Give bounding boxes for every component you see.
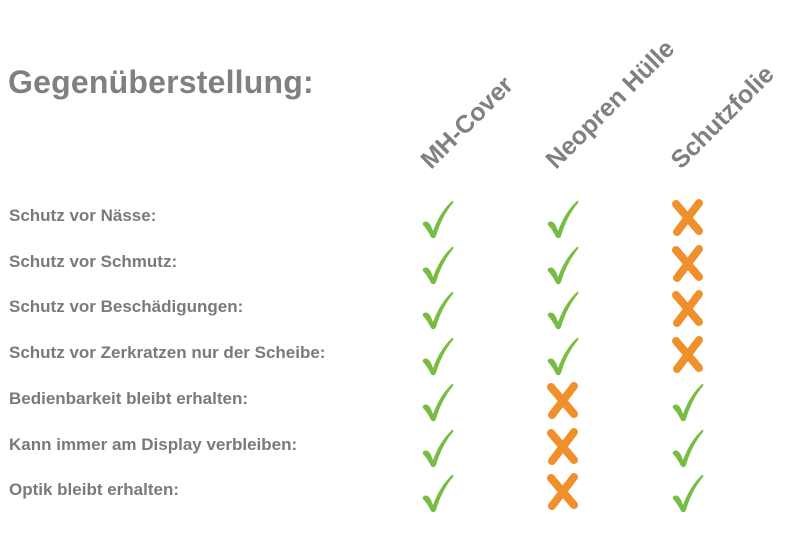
cross-icon: [543, 425, 583, 469]
check-icon: [543, 287, 583, 331]
cross-icon: [668, 287, 708, 331]
check-icon: [668, 470, 708, 514]
table-row: Optik bleibt erhalten:: [0, 470, 800, 516]
row-label: Schutz vor Beschädigungen:: [9, 297, 244, 317]
check-icon: [418, 196, 458, 240]
table-row: Schutz vor Zerkratzen nur der Scheibe:: [0, 333, 800, 379]
cross-icon: [543, 470, 583, 514]
check-icon: [668, 379, 708, 423]
column-header-neopren-huelle: Neopren Hülle: [540, 34, 681, 175]
row-label: Optik bleibt erhalten:: [9, 480, 180, 500]
row-label: Bedienbarkeit bleibt erhalten:: [9, 388, 248, 408]
check-icon: [543, 242, 583, 286]
cross-icon: [668, 333, 708, 377]
cross-icon: [668, 242, 708, 286]
check-icon: [668, 425, 708, 469]
row-label: Schutz vor Schmutz:: [9, 251, 178, 271]
row-label: Kann immer am Display verbleiben:: [9, 434, 298, 454]
column-header-schutzfolie: Schutzfolie: [665, 60, 780, 175]
cross-icon: [668, 196, 708, 240]
table-row: Schutz vor Nässe:: [0, 196, 800, 242]
table-row: Schutz vor Schmutz:: [0, 242, 800, 288]
table-row: Schutz vor Beschädigungen:: [0, 287, 800, 333]
cross-icon: [543, 379, 583, 423]
table-row: Bedienbarkeit bleibt erhalten:: [0, 379, 800, 425]
check-icon: [543, 196, 583, 240]
row-label: Schutz vor Zerkratzen nur der Scheibe:: [9, 343, 326, 363]
check-icon: [418, 425, 458, 469]
row-label: Schutz vor Nässe:: [9, 206, 157, 225]
check-icon: [418, 333, 458, 377]
check-icon: [418, 242, 458, 286]
check-icon: [418, 379, 458, 423]
check-icon: [418, 470, 458, 514]
page-title: Gegenüberstellung:: [8, 64, 314, 100]
check-icon: [418, 287, 458, 331]
table-row: Kann immer am Display verbleiben:: [0, 425, 800, 471]
check-icon: [543, 333, 583, 377]
column-header-mh-cover: MH-Cover: [415, 71, 519, 175]
